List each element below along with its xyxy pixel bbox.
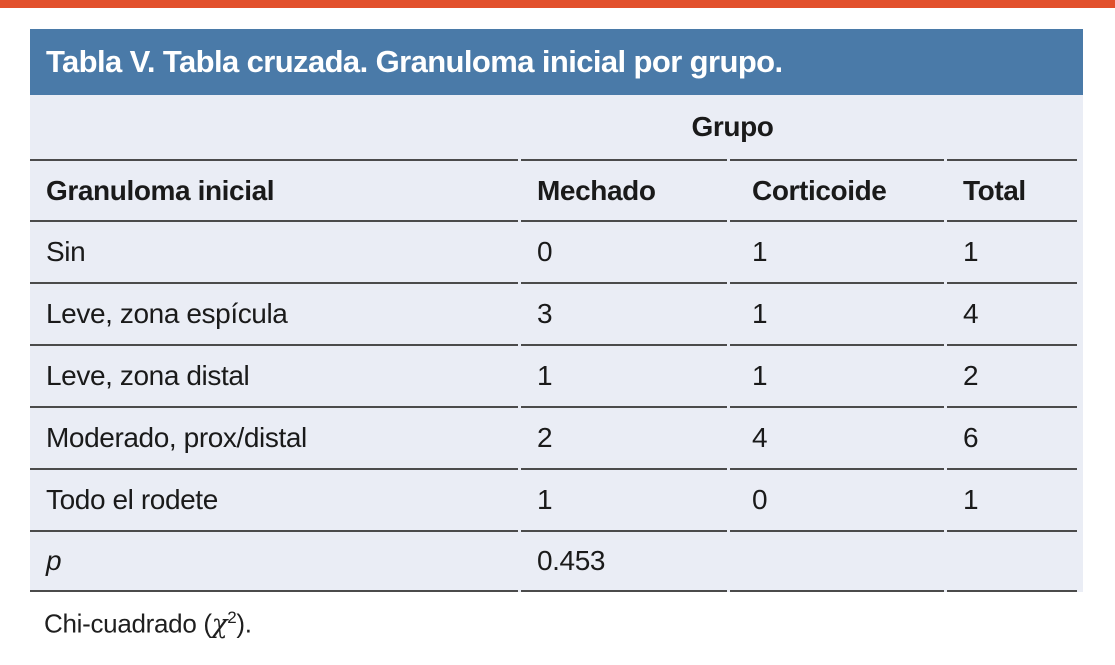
- chi-symbol: χ: [211, 609, 228, 640]
- table-row-leve-distal: Leve, zona distal 1 1 2: [30, 344, 1083, 406]
- empty-cell: [30, 95, 518, 159]
- cell-corticoide: 1: [730, 282, 944, 344]
- column-header-mechado: Mechado: [521, 159, 727, 220]
- column-header-total: Total: [947, 159, 1077, 220]
- table-row-sin: Sin 0 1 1: [30, 220, 1083, 282]
- cell-corticoide: 1: [730, 220, 944, 282]
- footnote-suffix: ).: [236, 608, 252, 639]
- table-row-leve-espicula: Leve, zona espícula 3 1 4: [30, 282, 1083, 344]
- row-label: Leve, zona espícula: [30, 282, 518, 344]
- row-label: Sin: [30, 220, 518, 282]
- footnote-text: Chi-cuadrado (: [44, 608, 212, 639]
- group-header-row: Grupo: [30, 95, 1083, 159]
- column-header-corticoide: Corticoide: [730, 159, 944, 220]
- cell-mechado: 2: [521, 406, 727, 468]
- p-label: p: [30, 530, 518, 592]
- group-header-cell: Grupo: [691, 111, 774, 142]
- cell-mechado: 1: [521, 468, 727, 530]
- row-label: Todo el rodete: [30, 468, 518, 530]
- cell-total: 4: [947, 282, 1077, 344]
- column-header-granuloma: Granuloma inicial: [30, 159, 518, 220]
- cross-table: Grupo Granuloma inicial Mechado Corticoi…: [30, 95, 1083, 592]
- footnote: Chi-cuadrado (χ2).: [44, 608, 252, 640]
- cell-total: 1: [947, 468, 1077, 530]
- empty-cell: [947, 530, 1077, 592]
- table-title-bar: Tabla V. Tabla cruzada. Granuloma inicia…: [30, 29, 1083, 95]
- top-accent-bar: [0, 0, 1115, 8]
- table-title: Tabla V. Tabla cruzada. Granuloma inicia…: [46, 44, 783, 79]
- chi-superscript: 2: [227, 608, 237, 627]
- row-label: Leve, zona distal: [30, 344, 518, 406]
- cell-total: 6: [947, 406, 1077, 468]
- row-label: Moderado, prox/distal: [30, 406, 518, 468]
- cell-total: 2: [947, 344, 1077, 406]
- cell-corticoide: 1: [730, 344, 944, 406]
- table-card: Tabla V. Tabla cruzada. Granuloma inicia…: [30, 29, 1083, 592]
- table-row-todo-rodete: Todo el rodete 1 0 1: [30, 468, 1083, 530]
- p-value: 0.453: [521, 530, 727, 592]
- cell-corticoide: 0: [730, 468, 944, 530]
- empty-cell: [947, 95, 1077, 159]
- column-header-row: Granuloma inicial Mechado Corticoide Tot…: [30, 159, 1083, 220]
- table-row-moderado: Moderado, prox/distal 2 4 6: [30, 406, 1083, 468]
- cell-total: 1: [947, 220, 1077, 282]
- p-value-row: p 0.453: [30, 530, 1083, 592]
- cell-mechado: 1: [521, 344, 727, 406]
- empty-cell: [730, 530, 944, 592]
- cell-mechado: 0: [521, 220, 727, 282]
- cell-mechado: 3: [521, 282, 727, 344]
- cell-corticoide: 4: [730, 406, 944, 468]
